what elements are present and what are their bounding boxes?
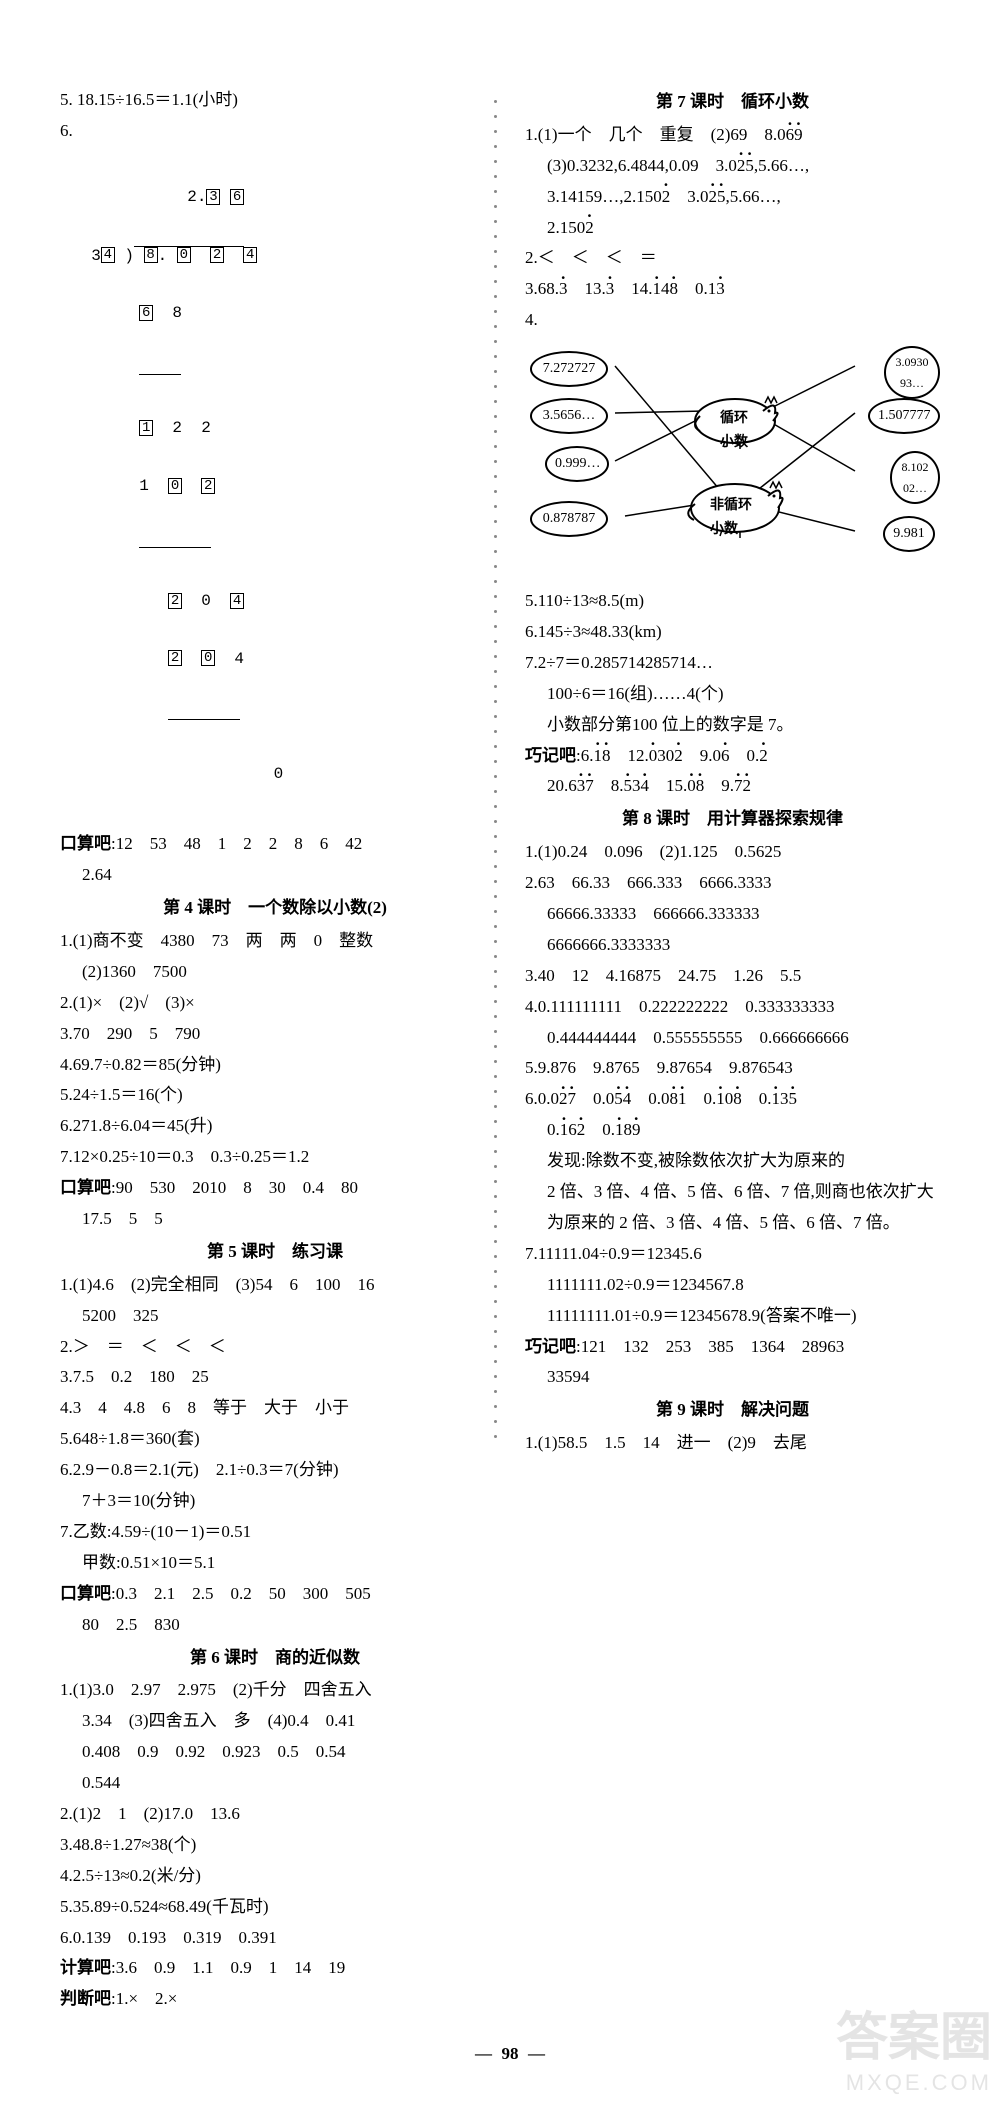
text-line: 1111111.02÷0.9＝1234567.8 [525,1271,940,1300]
text-line: 4.69.7÷0.82＝85(分钟) [60,1051,490,1080]
text-line: 6.145÷3≈48.33(km) [525,618,940,647]
bubble: 1.507777 [868,398,940,434]
bubble: 9.981 [883,516,935,552]
text-line: 5. 18.15÷16.5＝1.1(小时) [60,86,490,115]
text-line: 2.63 66.33 666.333 6666.3333 [525,869,940,898]
bubble: 8.10202… [890,451,940,504]
text-line: 100÷6＝16(组)……4(个) [525,680,940,709]
text-line: 3.68.3 13.3 14.148 0.13 [525,275,940,304]
text-line: 1.(1)58.5 1.5 14 进一 (2)9 去尾 [525,1429,940,1458]
text-line: 3.70 290 5 790 [60,1020,490,1049]
text-line: 1.(1)3.0 2.97 2.975 (2)千分 四舍五入 [60,1676,490,1705]
text-line: 33594 [525,1363,940,1392]
text-line: 5.648÷1.8＝360(套) [60,1425,490,1454]
text-line: 巧记吧:121 132 253 385 1364 28963 [525,1333,940,1362]
section-title: 第 4 课时 一个数除以小数(2) [60,894,490,923]
section-title: 第 5 课时 练习课 [60,1238,490,1267]
text-line: 7.12×0.25÷10＝0.3 0.3÷0.25＝1.2 [60,1143,490,1172]
text-line: 小数部分第100 位上的数字是 7。 [525,711,940,740]
text-line: 口算吧:0.3 2.1 2.5 0.2 50 300 505 [60,1580,490,1609]
text-line: (3)0.3232,6.4844,0.09 3.025,5.66…, [525,152,940,181]
text-line: 甲数:0.51×10＝5.1 [60,1549,490,1578]
text-line: 7.乙数:4.59÷(10－1)＝0.51 [60,1518,490,1547]
text-line: 4.2.5÷13≈0.2(米/分) [60,1862,490,1891]
right-column: 第 7 课时 循环小数 1.(1)一个 几个 重复 (2)69 8.069 (3… [500,84,940,2016]
matching-diagram: 7.272727 3.5656… 0.999… 0.878787 3.09309… [525,341,945,581]
text-line: 1.(1)商不变 4380 73 两 两 0 整数 [60,927,490,956]
text-line: 1.(1)0.24 0.096 (2)1.125 0.5625 [525,838,940,867]
text-line: 2.＞ ＝ ＜ ＜ ＜ [60,1333,490,1362]
text-line: 66666.33333 666666.333333 [525,900,940,929]
text-line: 为原来的 2 倍、3 倍、4 倍、5 倍、6 倍、7 倍。 [525,1209,940,1238]
left-column: 5. 18.15÷16.5＝1.1(小时) 6. 2.3 6 34 ) 8. 0… [60,84,490,2016]
text-line: 6.0.139 0.193 0.319 0.391 [60,1924,490,1953]
watermark: 答案圈 MXQE.COM [836,2012,992,2101]
text-line: 计算吧:3.6 0.9 1.1 0.9 1 14 19 [60,1954,490,1983]
text-line: 3.40 12 4.16875 24.75 1.26 5.5 [525,962,940,991]
bubble: 7.272727 [530,351,608,387]
text-line: 发现:除数不变,被除数依次扩大为原来的 [525,1147,940,1176]
text-line: 3.48.8÷1.27≈38(个) [60,1831,490,1860]
bubble: 0.878787 [530,501,608,537]
text-line: 0.444444444 0.555555555 0.666666666 [525,1024,940,1053]
bubble: 3.093093… [884,346,940,399]
text-line: 6.271.8÷6.04＝45(升) [60,1112,490,1141]
text-line: 4.0.111111111 0.222222222 0.333333333 [525,993,940,1022]
text-line: 5.35.89÷0.524≈68.49(千瓦时) [60,1893,490,1922]
long-division: 2.3 6 34 ) 8. 0 2 4 6 8 1 2 2 1 0 2 2 0 … [72,150,490,823]
column-divider: for(let i=0;i<90;i++)document.write('<di… [490,84,500,2016]
text-line: 2.1502 [525,214,940,243]
text-line: 6.0.027 0.054 0.081 0.108 0.135 [525,1085,940,1114]
text-line: 2.64 [60,861,490,890]
chicken-icon: 循环小数 [685,381,785,441]
watermark-url: MXQE.COM [836,2064,992,2101]
watermark-text: 答案圈 [836,2012,992,2064]
text-line: 5.110÷13≈8.5(m) [525,587,940,616]
bubble: 0.999… [545,446,609,482]
page-number: —98— [60,2040,960,2069]
text-line: 0.408 0.9 0.92 0.923 0.5 0.54 [60,1738,490,1767]
text-line: 7.11111.04÷0.9＝12345.6 [525,1240,940,1269]
text-line: 2 倍、3 倍、4 倍、5 倍、6 倍、7 倍,则商也依次扩大 [525,1178,940,1207]
section-title: 第 6 课时 商的近似数 [60,1644,490,1673]
text-line: 6666666.3333333 [525,931,940,960]
text-line: 4. [525,306,940,335]
text-line: 2.(1)2 1 (2)17.0 13.6 [60,1800,490,1829]
text-line: 口算吧口算吧:12 53 48 1 2 2 8 6 42:12 53 48 1 … [60,830,490,859]
text-line: 80 2.5 830 [60,1611,490,1640]
bubble: 3.5656… [530,398,608,434]
text-line: 1.(1)一个 几个 重复 (2)69 8.069 [525,121,940,150]
text-line: 11111111.01÷0.9＝12345678.9(答案不唯一) [525,1302,940,1331]
section-title: 第 7 课时 循环小数 [525,88,940,117]
text-line: 7＋3＝10(分钟) [60,1487,490,1516]
text-line: 5.24÷1.5＝16(个) [60,1081,490,1110]
chicken-label: 非循环小数 [710,494,752,542]
text-line: 4.3 4 4.8 6 8 等于 大于 小于 [60,1394,490,1423]
text-line: 20.637 8.534 15.08 9.72 [525,772,940,801]
text-line: 3.7.5 0.2 180 25 [60,1363,490,1392]
text-line: 7.2÷7＝0.285714285714… [525,649,940,678]
text-line: 3.34 (3)四舍五入 多 (4)0.4 0.41 [60,1707,490,1736]
text-line: 0.162 0.189 [525,1116,940,1145]
text-line: 2.(1)× (2)√ (3)× [60,989,490,1018]
text-line: (2)1360 7500 [60,958,490,987]
text-line: 6.2.9－0.8＝2.1(元) 2.1÷0.3＝7(分钟) [60,1456,490,1485]
text-line: 5200 325 [60,1302,490,1331]
section-title: 第 8 课时 用计算器探索规律 [525,805,940,834]
text-line: 6. [60,117,490,146]
section-title: 第 9 课时 解决问题 [525,1396,940,1425]
text-line: 口算吧:90 530 2010 8 30 0.4 80 [60,1174,490,1203]
text-line: 17.5 5 5 [60,1205,490,1234]
text-line: 1.(1)4.6 (2)完全相同 (3)54 6 100 16 [60,1271,490,1300]
chicken-label: 循环小数 [720,407,748,455]
chicken-icon: 非循环小数 [680,466,780,526]
text-line: 2.＜ ＜ ＜ ＝ [525,244,940,273]
text-line: 判断吧:1.× 2.× [60,1985,490,2014]
text-line: 0.544 [60,1769,490,1798]
